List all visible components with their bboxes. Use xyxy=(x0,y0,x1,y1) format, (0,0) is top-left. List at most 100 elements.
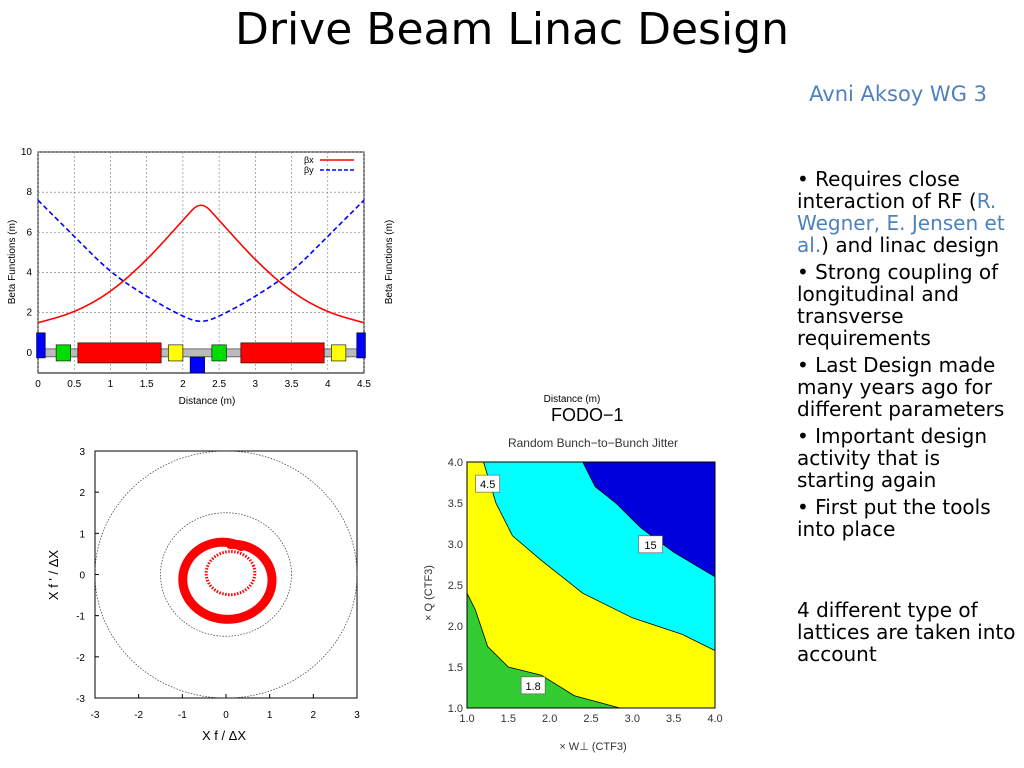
x-tick-label: 2 xyxy=(311,710,317,721)
y-tick-label: 10 xyxy=(21,147,33,158)
y-tick-label: 2 xyxy=(79,488,85,499)
y-tick-label: 0 xyxy=(79,571,85,582)
axis-labels: Random Bunch−to−Bunch Jitter × W⊥ (CTF3)… xyxy=(423,436,678,753)
x-tick-label: 3.0 xyxy=(625,713,640,725)
x-tick-label: -1 xyxy=(178,710,187,721)
x-axis-label: Distance (m) xyxy=(179,396,236,407)
y-tick-label: 1.5 xyxy=(448,662,463,674)
y-axis-label: X f ' / ΔX xyxy=(46,550,61,601)
contour-label: 15 xyxy=(644,540,656,552)
quadrupole-element xyxy=(189,356,205,374)
y-axis-label: Beta Functions (m) xyxy=(384,220,395,304)
quadrupole-element xyxy=(356,332,366,359)
y-tick-label: 3.0 xyxy=(448,539,463,551)
axis-labels: Distance (m) Beta Functions (m) xyxy=(384,220,600,405)
bullet-item: • First put the tools into place xyxy=(797,495,991,541)
bullet-text: Important design activity that is starti… xyxy=(797,424,988,492)
y-tick-label: 3.5 xyxy=(448,498,463,510)
x-tick-label: 4.5 xyxy=(357,379,371,390)
y-tick-label: 0 xyxy=(26,348,32,359)
x-axis-label: Distance (m) xyxy=(544,394,601,405)
x-tick-label: 3 xyxy=(253,379,259,390)
bullet-text-start: Requires close interaction of RF ( xyxy=(797,167,977,213)
y-tick-label: 2.5 xyxy=(448,580,463,592)
legend-label: βy xyxy=(304,165,314,175)
x-tick-label: 4 xyxy=(325,379,331,390)
acceptance-circle xyxy=(160,512,292,637)
axis-labels: X f / ΔX X f ' / ΔX xyxy=(46,550,246,743)
y-tick-label: 2 xyxy=(26,308,32,319)
contour-label: 4.5 xyxy=(480,479,495,491)
bullet-item: • Last Design made many years ago for di… xyxy=(797,353,1005,421)
y-axis-label: × Q (CTF3) xyxy=(423,565,435,621)
bpm-element xyxy=(331,344,347,362)
bullet-item: • Important design activity that is star… xyxy=(797,424,988,492)
x-tick-label: 0.5 xyxy=(67,379,81,390)
x-tick-label: 4.0 xyxy=(707,713,722,725)
x-tick-label: 1 xyxy=(108,379,114,390)
author-credit: Avni Aksoy WG 3 xyxy=(809,82,987,106)
y-tick-label: 4 xyxy=(26,268,32,279)
y-tick-label: 6 xyxy=(26,227,32,238)
x-tick-label: 1.5 xyxy=(140,379,154,390)
contour-low-region xyxy=(466,593,621,709)
x-tick-label: 2.0 xyxy=(542,713,557,725)
phase-space-chart: X f / ΔX X f ' / ΔX -3 -2 -1 0 1 2 3 -3 -2 -1 0 1 2 3 xyxy=(46,447,360,743)
corrector-element xyxy=(211,344,227,362)
slide-title: Drive Beam Linac Design xyxy=(234,4,790,55)
x-tick-label: 0 xyxy=(35,379,41,390)
beta-x-line xyxy=(37,204,365,324)
x-tick-label: 2.5 xyxy=(212,379,226,390)
particle-spiral-inner xyxy=(204,550,257,597)
credit-link[interactable]: R. Wegner, E. Jensen et al. xyxy=(797,189,1005,257)
y-tick-label: 4.0 xyxy=(448,457,463,469)
y-tick-label: 1.0 xyxy=(448,703,463,715)
jitter-contour-chart: Random Bunch−to−Bunch Jitter × W⊥ (CTF3)… xyxy=(423,436,723,753)
x-tick-label: 1.0 xyxy=(459,713,474,725)
x-tick-label: 1 xyxy=(267,710,273,721)
axis-labels: Distance (m) Beta Functions (m) xyxy=(7,220,235,407)
y-tick-label: -3 xyxy=(76,694,85,705)
accelerating-structure xyxy=(77,342,162,364)
y-tick-label: 2.0 xyxy=(448,621,463,633)
plot-frame xyxy=(466,461,716,709)
plot-frame xyxy=(94,450,358,699)
contour-label-box xyxy=(520,676,546,695)
accelerating-structure xyxy=(240,342,325,364)
y-tick-label: 1 xyxy=(79,529,85,540)
y-tick-label: 3 xyxy=(79,447,85,458)
y-axis-label: Beta Functions (m) xyxy=(7,220,18,304)
particle-spiral xyxy=(178,537,277,624)
bullet-text: First put the tools into place xyxy=(797,495,991,541)
x-tick-label: 2 xyxy=(180,379,186,390)
y-tick-label: 8 xyxy=(26,187,32,198)
bullet-list: • Requires close interaction of RF (R. W… xyxy=(797,168,1019,545)
y-tick-label: -2 xyxy=(76,653,85,664)
y-tick-label: -1 xyxy=(76,612,85,623)
x-axis-label: X f / ΔX xyxy=(202,728,246,743)
lattice-note: 4 different type of lattices are taken i… xyxy=(797,598,1016,666)
x-tick-label: 1.5 xyxy=(501,713,516,725)
x-tick-label: 2.5 xyxy=(583,713,598,725)
contour-label-box xyxy=(638,535,663,554)
contour-label-box xyxy=(475,474,500,493)
beta-function-chart-1: Distance (m) Beta Functions (m) 0 0.5 1 1.5… xyxy=(7,147,371,407)
fodo-label: FODO−1 xyxy=(551,405,624,425)
x-tick-label: 3.5 xyxy=(285,379,299,390)
bullet-text-end: ) and linac design xyxy=(821,233,1000,257)
x-axis-label: × W⊥ (CTF3) xyxy=(559,741,626,753)
x-tick-label: -2 xyxy=(134,710,143,721)
bullet-item: • Strong coupling of longitudinal and tr… xyxy=(797,260,999,350)
chart-title: Random Bunch−to−Bunch Jitter xyxy=(508,436,678,450)
x-tick-label: 3 xyxy=(354,710,360,721)
bpm-element xyxy=(168,344,184,362)
corrector-element xyxy=(55,344,71,362)
bullet-item: • Requires close interaction of RF (R. W… xyxy=(797,167,1005,257)
beta-y-line xyxy=(37,199,365,323)
legend-label: βx xyxy=(304,155,314,165)
beta-function-chart-2: Distance (m) Beta Functions (m) 01234560… xyxy=(384,220,600,405)
x-tick-label: 0 xyxy=(223,710,229,721)
plot-frame xyxy=(37,151,365,374)
acceptance-circle xyxy=(94,450,358,699)
x-tick-label: -3 xyxy=(91,710,100,721)
